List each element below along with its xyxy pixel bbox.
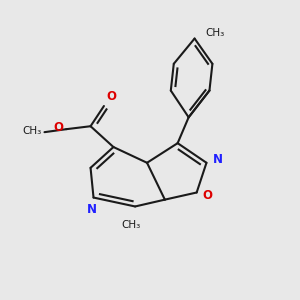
Text: CH₃: CH₃ <box>22 126 41 136</box>
Text: O: O <box>202 189 212 202</box>
Text: N: N <box>213 153 223 166</box>
Text: CH₃: CH₃ <box>205 28 224 38</box>
Text: O: O <box>54 121 64 134</box>
Text: CH₃: CH₃ <box>121 220 140 230</box>
Text: O: O <box>106 90 116 103</box>
Text: N: N <box>87 203 97 216</box>
